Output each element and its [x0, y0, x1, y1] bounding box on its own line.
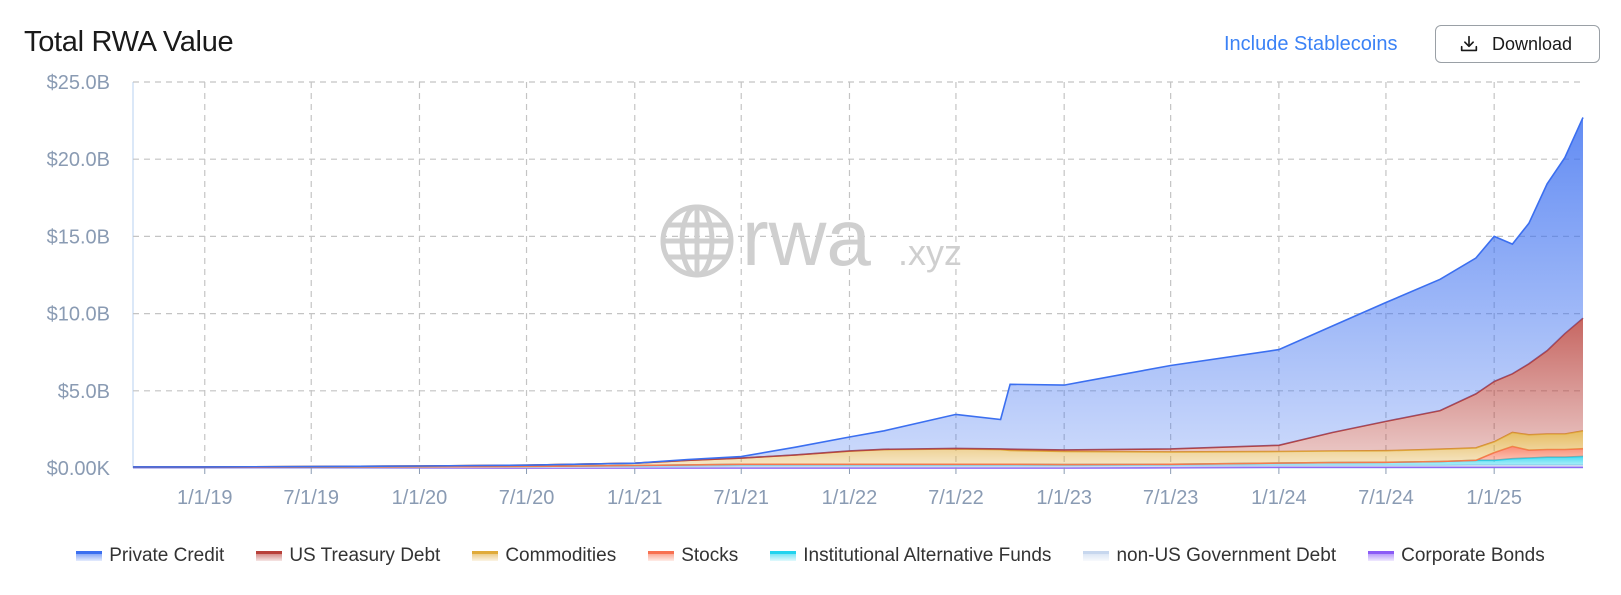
y-tick-label: $15.0B: [47, 226, 110, 248]
legend-label: Private Credit: [109, 545, 225, 566]
legend-item-corporate-bonds[interactable]: Corporate Bonds: [1368, 545, 1545, 567]
download-icon: [1460, 35, 1478, 52]
legend-swatch: [256, 551, 283, 561]
legend-item-non-us-government-debt[interactable]: non-US Government Debt: [1083, 545, 1336, 567]
download-button-label: Download: [1492, 33, 1573, 54]
chart-legend: Private Credit US Treasury Debt Commoditie…: [0, 545, 1621, 567]
x-tick-label: 7/1/24: [1358, 487, 1414, 509]
legend-item-private-credit[interactable]: Private Credit: [76, 545, 224, 567]
y-tick-label: $5.0B: [58, 381, 110, 403]
chart-areas: [133, 117, 1584, 469]
watermark-brand: rwa: [742, 193, 871, 282]
y-tick-label: $0.00K: [47, 458, 111, 480]
legend-label: US Treasury Debt: [289, 545, 441, 566]
legend-label: Institutional Alternative Funds: [803, 545, 1052, 566]
area-commodities: [133, 430, 1583, 468]
area-private-credit: [133, 117, 1583, 467]
x-tick-label: 1/1/24: [1251, 487, 1307, 509]
legend-swatch: [1083, 551, 1110, 561]
download-button[interactable]: Download: [1435, 25, 1600, 63]
legend-label: Stocks: [681, 545, 739, 566]
y-axis: $0.00K $5.0B $10.0B $15.0B $20.0B $25.0B: [47, 72, 111, 480]
page-title: Total RWA Value: [24, 26, 234, 58]
legend-item-commodities[interactable]: Commodities: [472, 545, 616, 567]
x-tick-label: 1/1/25: [1466, 487, 1522, 509]
legend-item-us-treasury-debt[interactable]: US Treasury Debt: [256, 545, 440, 567]
legend-swatch: [76, 551, 103, 561]
legend-item-institutional-alternative-funds[interactable]: Institutional Alternative Funds: [770, 545, 1051, 567]
legend-swatch: [648, 551, 675, 561]
line-private-credit: [133, 117, 1584, 468]
x-tick-label: 7/1/21: [713, 487, 769, 509]
globe-icon: [660, 204, 734, 278]
legend-swatch: [472, 551, 499, 561]
x-tick-label: 1/1/22: [822, 487, 878, 509]
x-tick-label: 1/1/19: [177, 487, 233, 509]
legend-swatch: [770, 551, 797, 561]
x-tick-label: 1/1/20: [392, 487, 448, 509]
rwa-stacked-area-chart: rwa .xyz $0.00K $5.0B $10.0B $15.0B $20.0B $2…: [47, 72, 1584, 509]
y-tick-label: $10.0B: [47, 304, 110, 326]
x-tick-label: 7/1/23: [1143, 487, 1199, 509]
y-tick-label: $20.0B: [47, 149, 110, 171]
x-tick-label: 7/1/19: [283, 487, 339, 509]
area-institutional-alternative-funds: [133, 456, 1583, 468]
legend-item-stocks[interactable]: Stocks: [648, 545, 738, 567]
x-tick-label: 1/1/21: [607, 487, 663, 509]
y-tick-label: $25.0B: [47, 72, 110, 94]
x-axis: 1/1/19 7/1/19 1/1/20 7/1/20 1/1/21 7/1/21 1/1/…: [177, 468, 1522, 509]
include-stablecoins-toggle[interactable]: Include Stablecoins: [1224, 33, 1398, 55]
x-tick-label: 7/1/22: [928, 487, 984, 509]
x-tick-label: 7/1/20: [499, 487, 555, 509]
x-tick-label: 1/1/23: [1036, 487, 1092, 509]
legend-label: Commodities: [505, 545, 617, 566]
legend-label: Corporate Bonds: [1401, 545, 1545, 566]
legend-swatch: [1368, 551, 1395, 561]
watermark-suffix: .xyz: [898, 232, 962, 273]
legend-label: non-US Government Debt: [1116, 545, 1337, 566]
watermark: rwa .xyz: [660, 193, 962, 282]
